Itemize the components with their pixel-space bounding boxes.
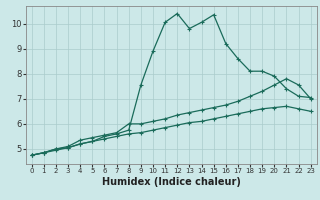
X-axis label: Humidex (Indice chaleur): Humidex (Indice chaleur) [102,177,241,187]
